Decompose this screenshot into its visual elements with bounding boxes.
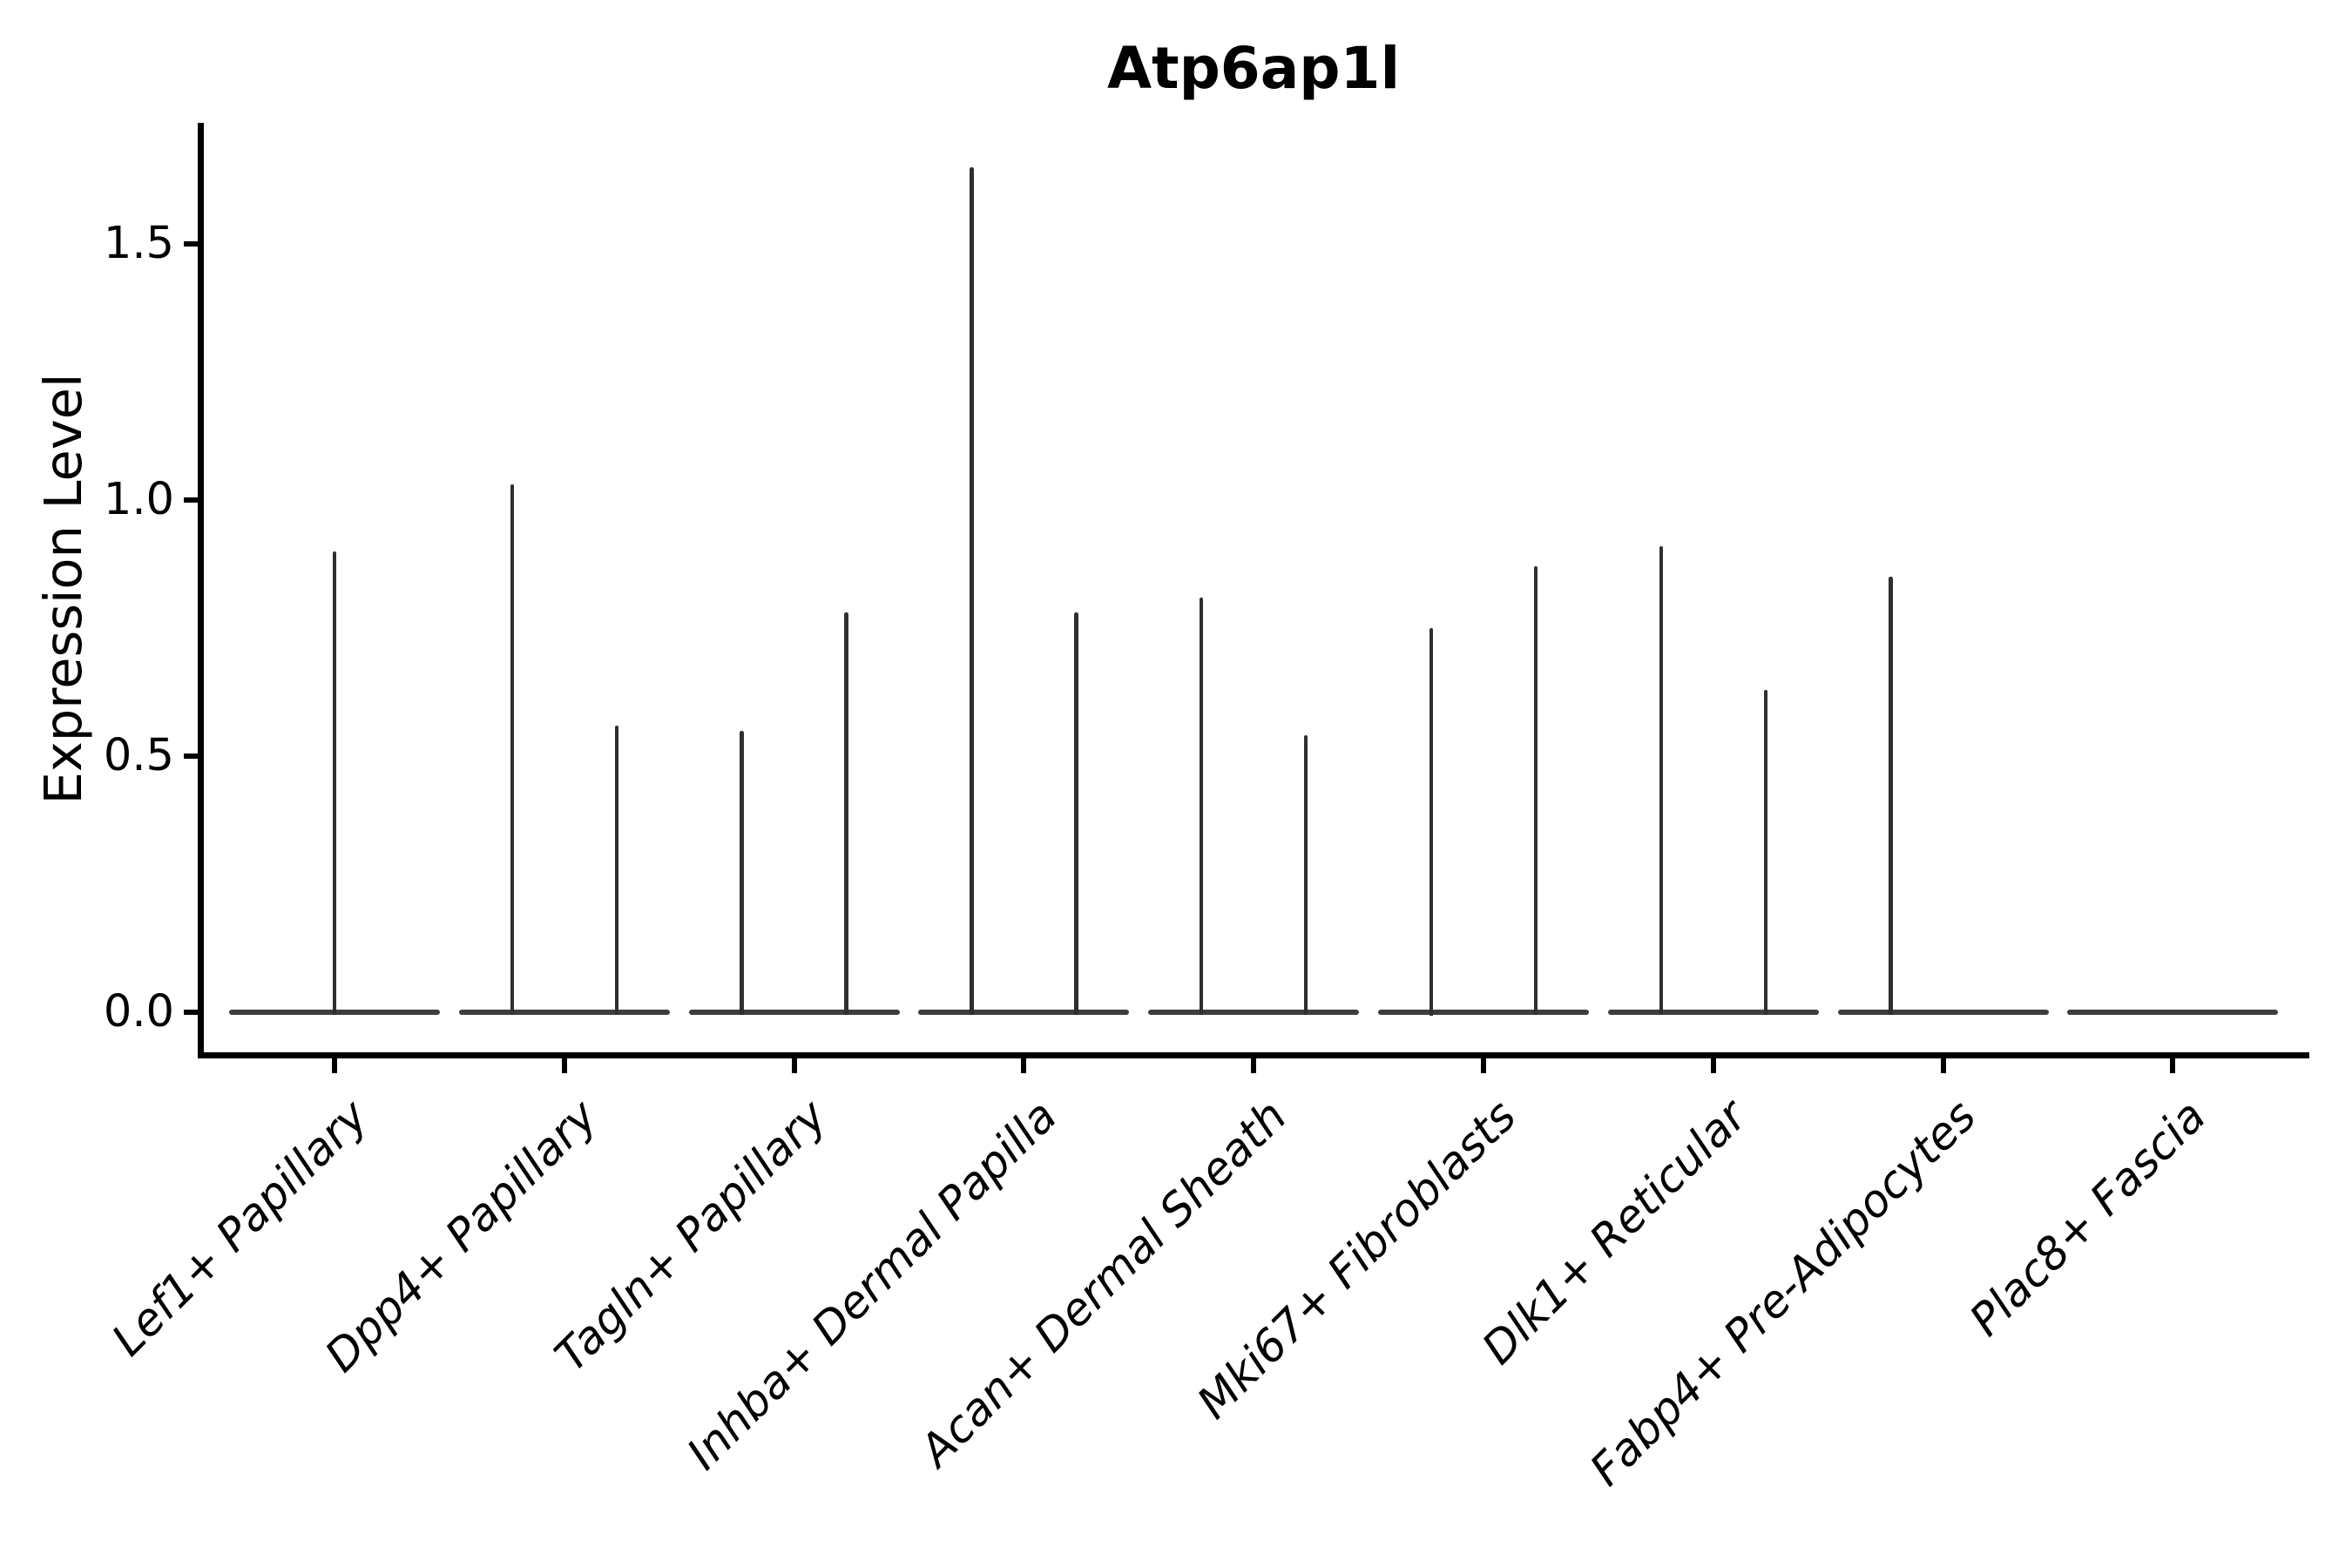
violin-spike [1074, 612, 1078, 1016]
x-tick-label-acan-dermal-sheath: Acan+ Dermal Sheath [910, 1091, 1297, 1477]
x-tick-mark [1251, 1057, 1257, 1073]
x-tick-label-fabp4-pre-adipocytes: Fabp4+ Pre-Adipocytes [1580, 1091, 1987, 1497]
y-tick-mark [184, 1010, 198, 1015]
x-tick-mark [1021, 1057, 1027, 1073]
y-tick-mark [184, 497, 198, 503]
violin-spike [1659, 545, 1664, 1016]
left-axis-spine [198, 123, 204, 1058]
x-tick-label-inhba-dermal-papilla: Inhba+ Dermal Papilla [678, 1091, 1068, 1481]
y-axis-label: Expression Level [33, 373, 93, 805]
x-tick-mark [1710, 1057, 1716, 1073]
violin-spike [1303, 735, 1308, 1016]
violin-spike [844, 612, 848, 1016]
violin-base [688, 1009, 900, 1016]
violin-spike [332, 551, 337, 1016]
y-tick-label: 0.0 [103, 986, 174, 1037]
violin-spike [614, 725, 619, 1016]
y-tick-label: 1.5 [103, 218, 174, 269]
violin-spike [1889, 577, 1893, 1016]
violin-base [458, 1009, 670, 1016]
x-tick-label-plac8-fascia: Plac8+ Fascia [1960, 1091, 2217, 1347]
violin-base [1837, 1009, 2049, 1016]
violin-spike [740, 730, 744, 1016]
violin-spike [1199, 597, 1204, 1016]
y-tick-mark [184, 241, 198, 247]
violin-spike [1763, 689, 1768, 1016]
x-tick-mark [332, 1057, 337, 1073]
violin-spike [1429, 628, 1434, 1016]
y-tick-label: 0.5 [103, 730, 174, 781]
x-tick-mark [1481, 1057, 1486, 1073]
violin-base [2067, 1009, 2279, 1016]
violin-spike [1533, 566, 1538, 1016]
y-tick-label: 1.0 [103, 474, 174, 525]
x-tick-mark [791, 1057, 797, 1073]
violin-base [918, 1009, 1130, 1016]
x-tick-mark [1940, 1057, 1946, 1073]
violin-spike [510, 484, 515, 1016]
violin-spike [970, 166, 974, 1016]
y-tick-mark [184, 754, 198, 759]
chart-title: Atp6ap1l [1106, 35, 1401, 102]
x-tick-mark [561, 1057, 567, 1073]
violin-base [1148, 1009, 1360, 1016]
bottom-axis-spine [198, 1052, 2309, 1058]
violin-base [1607, 1009, 1819, 1016]
violin-base [1378, 1009, 1589, 1016]
x-tick-mark [2170, 1057, 2176, 1073]
